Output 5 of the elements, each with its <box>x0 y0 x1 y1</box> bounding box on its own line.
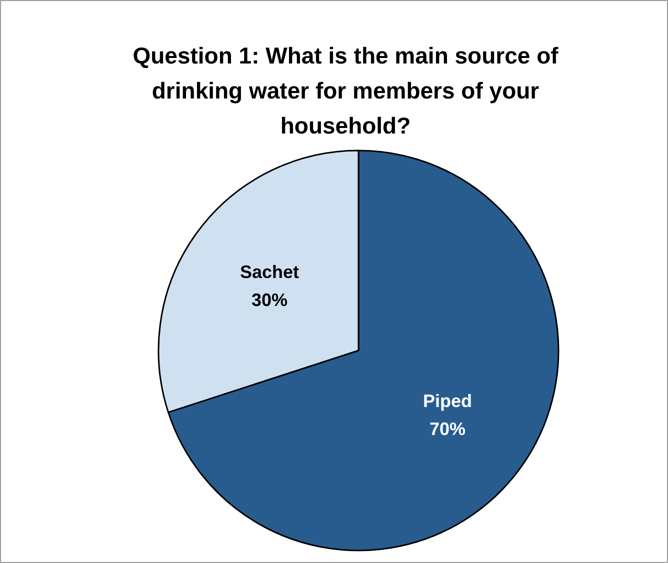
data-label: 30% <box>251 290 288 310</box>
chart-title: Question 1: What is the main source of drinking water for members of your household? <box>132 42 559 138</box>
slice-label: Piped <box>422 391 472 412</box>
data-label: 70% <box>429 419 466 440</box>
slice-label: Sachet <box>240 262 300 282</box>
